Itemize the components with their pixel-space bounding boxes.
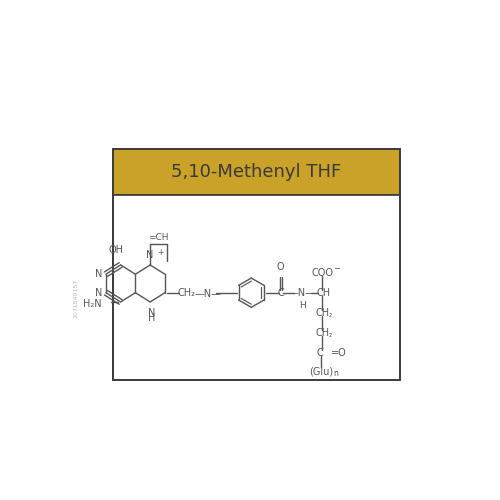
Text: N: N: [94, 269, 102, 279]
Text: 5,10-Methenyl THF: 5,10-Methenyl THF: [171, 162, 342, 180]
Text: C: C: [317, 348, 324, 358]
Text: OH: OH: [108, 246, 124, 256]
Text: N: N: [148, 308, 156, 318]
Text: =CH: =CH: [148, 233, 169, 242]
Text: +: +: [157, 248, 164, 256]
Text: H: H: [298, 301, 306, 310]
Text: n: n: [333, 368, 338, 378]
Text: H₂N: H₂N: [82, 299, 101, 309]
Text: −: −: [333, 264, 340, 274]
Text: CH: CH: [315, 328, 330, 338]
Text: (Glu): (Glu): [309, 366, 333, 376]
Text: H: H: [148, 314, 156, 324]
Bar: [113, 148, 400, 194]
Text: O: O: [277, 262, 284, 272]
Text: =O: =O: [330, 348, 346, 358]
Text: ₂: ₂: [328, 330, 332, 339]
Text: CH: CH: [316, 288, 330, 298]
Text: N: N: [146, 250, 154, 260]
Text: CH₂: CH₂: [177, 288, 195, 298]
Text: —N—: —N—: [194, 289, 221, 299]
Text: C: C: [278, 288, 284, 298]
Text: ₂: ₂: [328, 310, 332, 319]
Text: N: N: [94, 288, 102, 298]
Bar: [113, 148, 400, 380]
Bar: [113, 194, 400, 380]
Text: 1071849157: 1071849157: [74, 279, 78, 318]
Text: CH: CH: [315, 308, 330, 318]
Text: COO: COO: [311, 268, 333, 278]
Text: —N—: —N—: [288, 288, 316, 298]
